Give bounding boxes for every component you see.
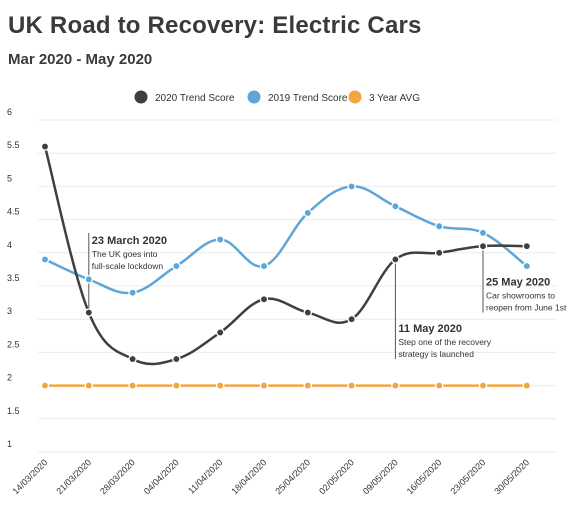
- annotation: 23 March 2020 The UK goes into full-scale …: [88, 232, 167, 313]
- legend-marker: [247, 90, 261, 104]
- data-point: [347, 182, 356, 191]
- legend-label: 3 Year AVG: [369, 93, 420, 104]
- y-tick-label: 3.5: [7, 273, 20, 283]
- y-tick-label: 1: [7, 439, 12, 449]
- data-point: [215, 381, 225, 390]
- data-point: [40, 255, 50, 264]
- data-point: [478, 241, 488, 251]
- data-point: [434, 381, 444, 390]
- data-point: [215, 328, 225, 337]
- data-point: [172, 261, 181, 271]
- annotation: 25 May 2020 Car showrooms to reopen from J…: [482, 246, 567, 313]
- x-tick-label: 16/05/2020: [405, 457, 444, 496]
- annotation-title: 25 May 2020: [486, 277, 550, 289]
- x-tick-label: 23/05/2020: [448, 457, 487, 496]
- annotation-text: Step one of the recovery: [398, 337, 491, 347]
- x-tick-label: 28/03/2020: [98, 457, 137, 496]
- data-point: [303, 308, 313, 317]
- annotation-text: The UK goes into: [92, 249, 158, 259]
- data-point: [172, 381, 181, 390]
- data-point: [172, 354, 181, 364]
- y-tick-label: 1.5: [7, 406, 20, 416]
- y-tick-label: 4: [7, 240, 12, 250]
- data-point: [84, 308, 94, 317]
- grid-lines: [38, 119, 556, 453]
- annotation-text: strategy is launched: [398, 349, 474, 359]
- annotations: 23 March 2020 The UK goes into full-scale …: [88, 232, 567, 360]
- chart-title: UK Road to Recovery: Electric Cars: [8, 12, 422, 39]
- series-2020-trend-score: [40, 142, 532, 366]
- data-point: [347, 314, 356, 324]
- x-tick-label: 30/05/2020: [492, 457, 531, 496]
- data-point: [259, 261, 269, 271]
- data-point: [347, 381, 356, 390]
- legend-label: 2019 Trend Score: [268, 93, 348, 104]
- y-tick-label: 2.5: [7, 339, 20, 349]
- data-point: [215, 235, 225, 244]
- y-axis-ticks: 1 1.5 2 2.5 3 3.5 4 4.5 5 5.5 6: [7, 107, 20, 449]
- x-tick-label: 14/03/2020: [10, 457, 49, 496]
- data-point: [128, 381, 137, 390]
- annotation: 11 May 2020 Step one of the recovery strat…: [394, 259, 492, 360]
- data-point: [522, 261, 532, 271]
- data-point: [128, 288, 137, 297]
- series-lines: [40, 142, 532, 390]
- legend-label: 2020 Trend Score: [155, 93, 235, 104]
- data-point: [259, 295, 269, 304]
- annotation-text: full-scale lockdown: [92, 261, 164, 271]
- data-point: [522, 241, 532, 251]
- y-tick-label: 5: [7, 173, 12, 183]
- legend[interactable]: 2020 Trend Score 2019 Trend Score 3 Year A…: [134, 90, 421, 105]
- data-point: [434, 221, 444, 231]
- legend-item[interactable]: 2019 Trend Score: [247, 90, 348, 105]
- x-tick-label: 02/05/2020: [317, 457, 356, 496]
- y-tick-label: 3: [7, 306, 12, 316]
- series-2019-trend-score: [40, 182, 532, 297]
- chart-subtitle: Mar 2020 - May 2020: [8, 51, 153, 68]
- x-tick-label: 21/03/2020: [54, 457, 93, 496]
- data-point: [478, 381, 488, 390]
- data-point: [478, 228, 488, 238]
- data-point: [84, 275, 94, 284]
- data-point: [259, 381, 269, 390]
- data-point: [391, 202, 400, 211]
- y-tick-label: 2: [7, 373, 12, 383]
- x-tick-label: 18/04/2020: [229, 457, 268, 496]
- legend-item[interactable]: 2020 Trend Score: [134, 90, 235, 105]
- x-tick-label: 09/05/2020: [361, 457, 400, 496]
- x-tick-label: 04/04/2020: [142, 457, 181, 496]
- data-point: [391, 255, 400, 264]
- legend-marker: [348, 90, 362, 104]
- annotation-text: reopen from June 1st: [486, 303, 567, 313]
- data-point: [40, 142, 50, 151]
- legend-item[interactable]: 3 Year AVG: [348, 90, 421, 105]
- x-tick-label: 25/04/2020: [273, 457, 312, 496]
- data-point: [434, 248, 444, 258]
- series-3-year-avg: [40, 381, 532, 390]
- data-point: [84, 381, 94, 390]
- data-point: [391, 381, 400, 390]
- data-point: [303, 208, 313, 218]
- y-tick-label: 5.5: [7, 140, 20, 150]
- annotation-title: 23 March 2020: [92, 235, 167, 247]
- y-tick-label: 6: [7, 107, 12, 117]
- legend-marker: [134, 90, 148, 104]
- annotation-title: 11 May 2020: [398, 323, 462, 335]
- data-point: [40, 381, 50, 390]
- data-point: [522, 381, 532, 390]
- annotation-text: Car showrooms to: [486, 291, 555, 301]
- data-point: [303, 381, 313, 390]
- data-point: [128, 354, 137, 364]
- y-tick-label: 4.5: [7, 207, 20, 217]
- x-tick-label: 11/04/2020: [186, 457, 224, 495]
- x-axis-ticks: 14/03/2020 21/03/2020 28/03/2020 04/04/2020…: [10, 457, 531, 496]
